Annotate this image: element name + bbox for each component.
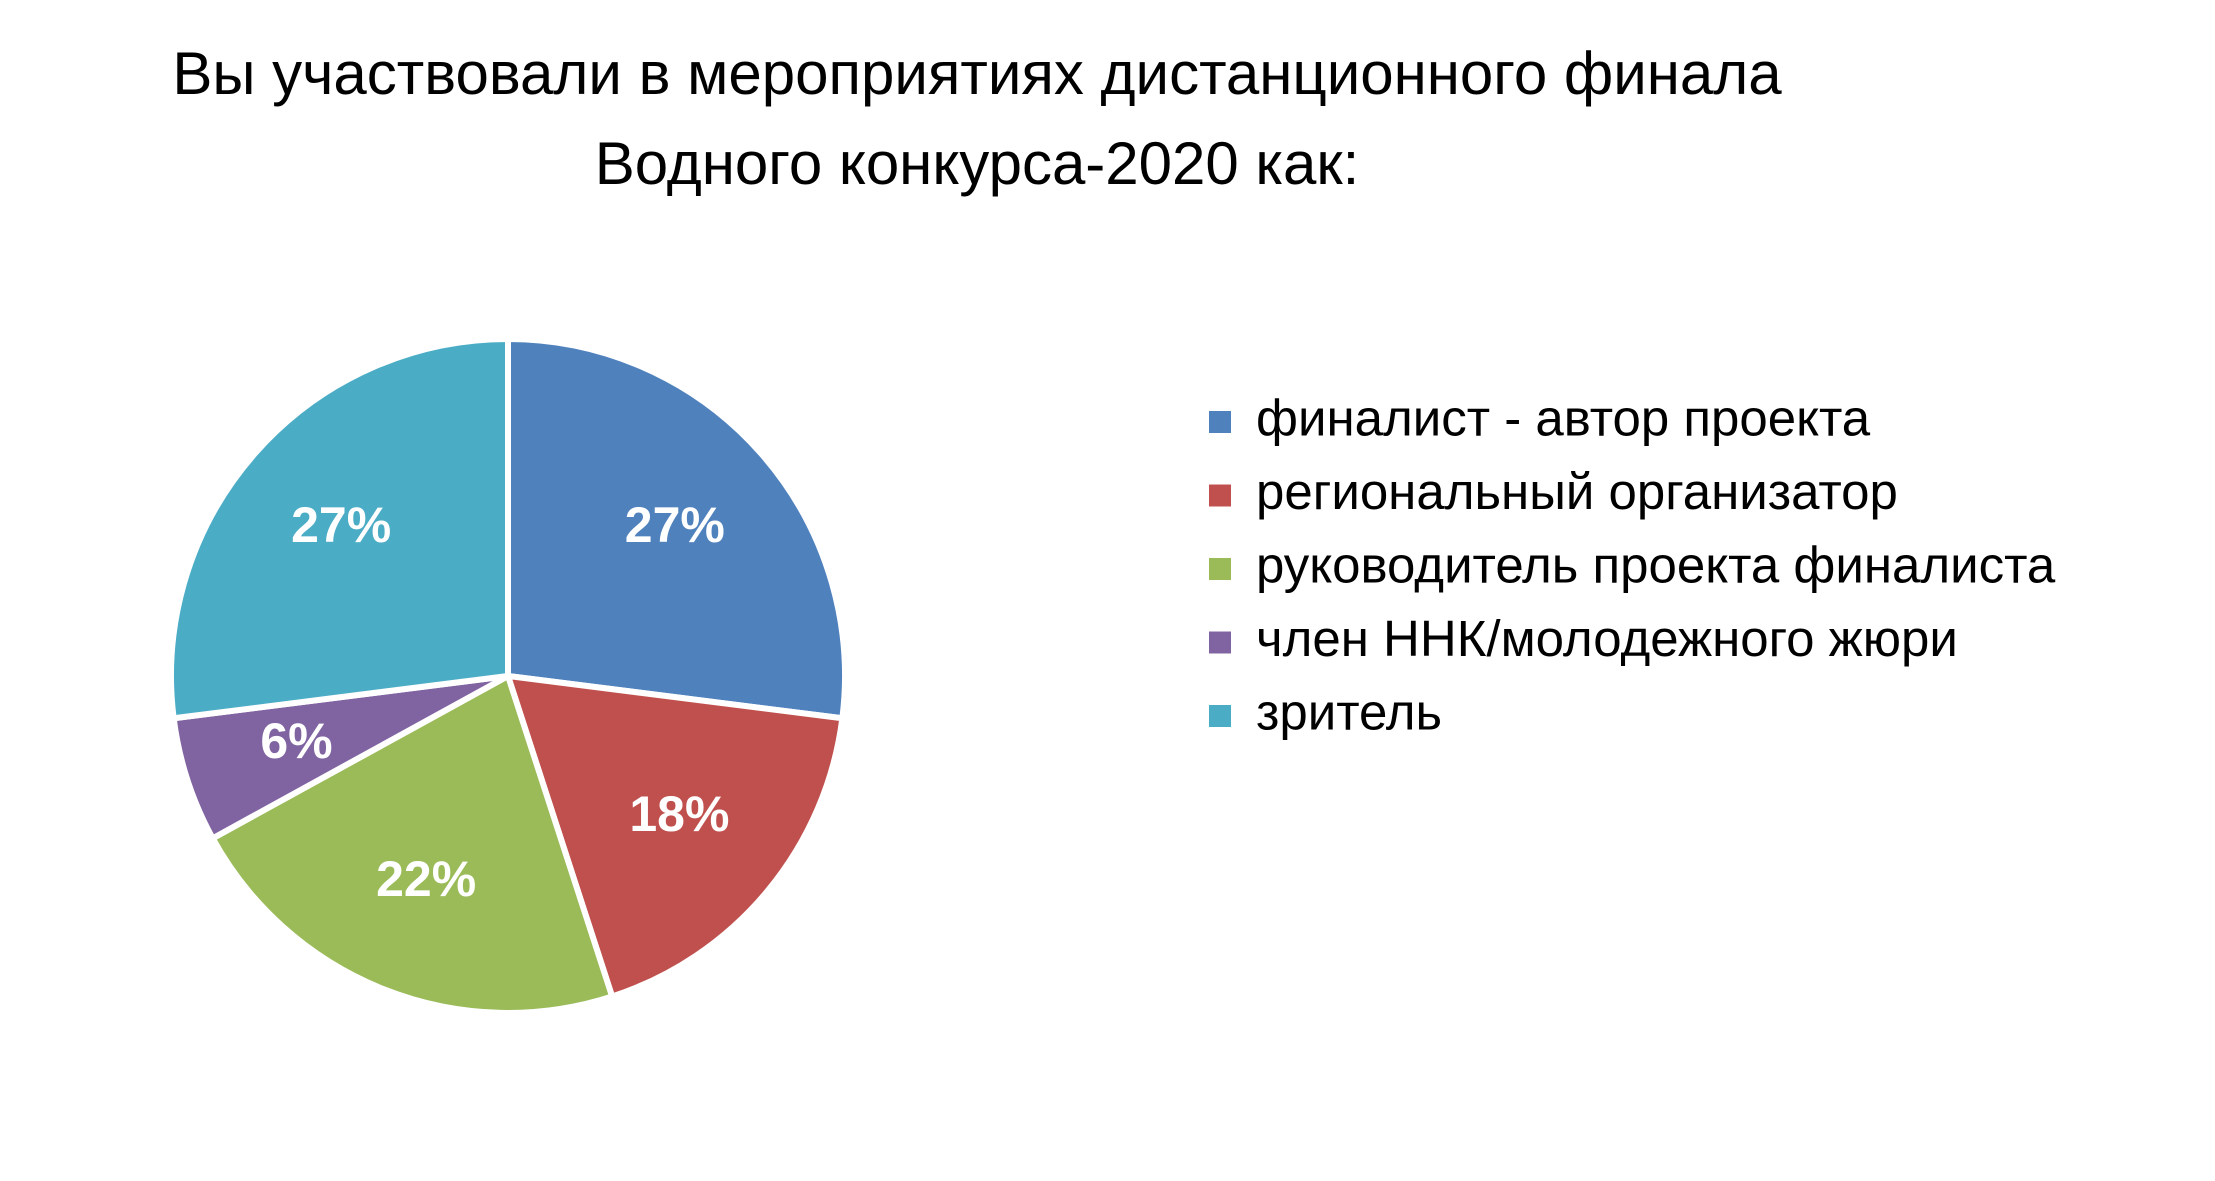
legend-label: региональный организатор bbox=[1256, 463, 1898, 520]
legend-swatch bbox=[1209, 631, 1231, 654]
data-label: 27% bbox=[625, 497, 725, 553]
legend-label: финалист - автор проекта bbox=[1256, 389, 1871, 446]
data-label: 6% bbox=[260, 713, 332, 769]
legend-label: зритель bbox=[1256, 683, 1442, 740]
legend-label: член ННК/молодежного жюри bbox=[1256, 610, 1958, 667]
data-label: 27% bbox=[291, 497, 391, 553]
legend-swatch bbox=[1209, 558, 1231, 580]
chart-title: Вы участвовали в мероприятиях дистанцион… bbox=[172, 40, 1782, 107]
pie-slice bbox=[208, 671, 616, 1016]
pie-slice bbox=[168, 335, 511, 722]
chart-title: Водного конкурса-2020 как: bbox=[595, 130, 1360, 197]
data-label: 18% bbox=[629, 786, 729, 842]
legend-swatch bbox=[1209, 484, 1231, 507]
legend-swatch bbox=[1209, 411, 1231, 433]
pie-slice bbox=[503, 672, 846, 1001]
legend-label: руководитель проекта финалиста bbox=[1256, 536, 2056, 593]
pie-slice bbox=[505, 335, 848, 722]
data-label: 22% bbox=[376, 851, 476, 907]
legend-swatch bbox=[1209, 705, 1231, 727]
